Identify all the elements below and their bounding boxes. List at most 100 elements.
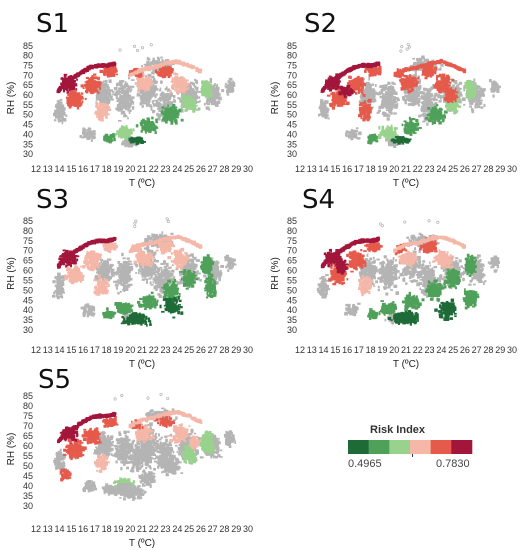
data-point — [216, 92, 220, 95]
x-tick-label: 21 — [401, 164, 411, 174]
data-point — [154, 62, 157, 66]
data-point — [153, 99, 157, 102]
data-point — [98, 76, 100, 80]
data-point — [148, 127, 151, 130]
data-point — [127, 139, 130, 144]
y-tick-label: 50 — [287, 110, 297, 120]
data-point — [61, 120, 64, 125]
data-point — [141, 118, 145, 121]
data-point — [137, 74, 139, 78]
y-tick-label: 85 — [23, 41, 33, 51]
data-point — [128, 70, 131, 74]
data-point — [127, 77, 131, 80]
data-point — [146, 84, 149, 88]
data-point — [163, 112, 167, 117]
data-point — [367, 99, 371, 103]
data-point — [140, 97, 144, 101]
data-point — [150, 122, 154, 125]
data-point — [173, 72, 176, 75]
data-point — [88, 83, 92, 86]
data-point — [386, 105, 390, 108]
x-tick-label: 29 — [231, 164, 241, 174]
data-point — [180, 118, 184, 122]
x-tick-label: 16 — [78, 164, 88, 174]
data-point — [152, 103, 156, 107]
data-point — [190, 101, 193, 105]
data-point — [147, 102, 150, 105]
x-tick-label: 25 — [448, 164, 458, 174]
data-point — [149, 61, 152, 64]
data-point — [132, 101, 135, 105]
data-point — [100, 102, 103, 106]
data-point — [479, 94, 481, 97]
data-point — [74, 100, 78, 104]
outlier-point — [135, 48, 140, 53]
x-tick-label: 15 — [330, 164, 340, 174]
data-point — [458, 81, 463, 85]
data-point — [187, 102, 191, 104]
data-point — [161, 91, 165, 96]
data-point — [118, 88, 121, 91]
data-point — [174, 121, 178, 125]
data-point — [209, 93, 213, 97]
data-point — [135, 139, 138, 143]
data-point — [139, 73, 143, 78]
data-point — [131, 143, 134, 146]
data-point — [184, 93, 187, 97]
data-point — [107, 72, 111, 75]
data-point — [183, 94, 186, 98]
data-point — [175, 82, 179, 85]
x-tick-label: 28 — [483, 164, 493, 174]
data-point — [494, 88, 498, 92]
data-point — [71, 80, 74, 84]
y-tick-label: 65 — [287, 80, 297, 90]
data-point — [368, 74, 372, 77]
data-point — [84, 83, 88, 87]
data-point — [168, 74, 172, 77]
data-point — [427, 109, 430, 113]
data-point — [130, 131, 133, 135]
data-point — [166, 95, 169, 98]
data-point — [92, 132, 96, 136]
data-point — [94, 88, 97, 91]
data-point — [131, 137, 135, 141]
data-point — [101, 106, 105, 110]
data-point — [230, 83, 233, 86]
data-point — [103, 107, 106, 110]
data-point — [146, 80, 149, 83]
data-point — [68, 104, 73, 107]
data-point — [143, 123, 148, 127]
data-point — [113, 137, 116, 142]
y-tick-label: 50 — [23, 110, 33, 120]
data-point — [154, 129, 157, 132]
data-point — [171, 117, 174, 121]
data-point — [85, 76, 89, 80]
x-tick-label: 14 — [319, 164, 329, 174]
y-tick-label: 75 — [287, 61, 297, 71]
data-point — [183, 82, 186, 86]
data-point — [148, 80, 152, 83]
data-point — [425, 99, 428, 103]
data-point — [99, 91, 103, 95]
data-point — [95, 94, 99, 99]
data-point — [62, 107, 66, 111]
data-point — [84, 135, 88, 138]
data-point — [427, 101, 430, 104]
data-point — [116, 82, 121, 86]
data-point — [115, 107, 118, 110]
data-point — [128, 109, 132, 112]
data-point — [138, 75, 142, 78]
data-point — [111, 66, 115, 70]
data-point — [98, 102, 101, 107]
data-point — [326, 94, 331, 97]
data-point — [100, 110, 104, 114]
data-point — [324, 116, 327, 119]
data-point — [123, 106, 127, 109]
data-point — [53, 111, 57, 116]
data-point — [151, 75, 155, 79]
data-point — [130, 99, 133, 104]
data-point — [205, 101, 209, 105]
data-point — [363, 100, 367, 104]
data-point — [192, 96, 195, 99]
data-point — [111, 139, 114, 142]
